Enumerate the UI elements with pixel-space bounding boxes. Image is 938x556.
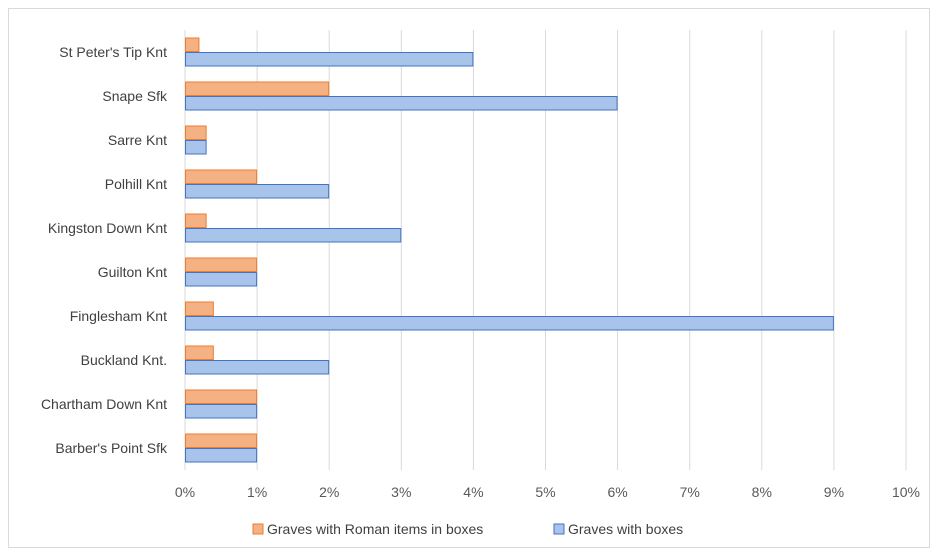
bar-boxes <box>185 52 474 67</box>
value-axis: 0% 1% 2% 3% 4% 5% 6% 7% 8% 9% 10% <box>175 484 920 500</box>
bar-boxes <box>185 228 402 243</box>
bar-roman-items <box>185 125 207 140</box>
x-tick-label: 0% <box>175 484 195 500</box>
bar-boxes <box>185 404 258 419</box>
bar-roman-items <box>185 169 258 184</box>
bar-boxes <box>185 96 618 111</box>
bar-boxes <box>185 272 258 287</box>
category-axis: St Peter's Tip Knt Snape Sfk Sarre Knt Polh… <box>41 44 168 456</box>
legend-label: Graves with Roman items in boxes <box>267 521 483 537</box>
category-label: Chartham Down Knt <box>41 396 167 412</box>
bar-boxes <box>185 140 207 155</box>
bar-boxes <box>185 184 330 199</box>
bar-roman-items <box>185 81 330 96</box>
bar-roman-items <box>185 389 258 404</box>
category-label: Finglesham Knt <box>70 308 167 324</box>
category-label: Barber's Point Sfk <box>55 440 168 456</box>
x-tick-label: 1% <box>247 484 267 500</box>
bar-roman-items <box>185 37 200 52</box>
bars <box>185 37 834 463</box>
x-tick-label: 5% <box>535 484 555 500</box>
category-label: Guilton Knt <box>98 264 167 280</box>
category-label: Kingston Down Knt <box>48 220 167 236</box>
bar-roman-items <box>185 257 258 272</box>
x-tick-label: 6% <box>607 484 627 500</box>
legend-swatch <box>553 523 565 535</box>
x-tick-label: 7% <box>680 484 700 500</box>
x-tick-label: 2% <box>319 484 339 500</box>
x-tick-label: 10% <box>892 484 920 500</box>
x-tick-label: 3% <box>391 484 411 500</box>
category-label: Sarre Knt <box>108 132 167 148</box>
category-label: Polhill Knt <box>105 176 167 192</box>
bar-boxes <box>185 316 834 331</box>
bar-roman-items <box>185 213 207 228</box>
bar-boxes <box>185 448 258 463</box>
category-label: St Peter's Tip Knt <box>59 44 167 60</box>
x-tick-label: 9% <box>824 484 844 500</box>
bar-roman-items <box>185 301 214 316</box>
legend: Graves with Roman items in boxes Graves w… <box>252 521 683 537</box>
bar-roman-items <box>185 433 258 448</box>
legend-swatch <box>252 523 264 535</box>
category-label: Buckland Knt. <box>81 352 167 368</box>
bar-roman-items <box>185 345 214 360</box>
category-label: Snape Sfk <box>102 88 168 104</box>
x-tick-label: 8% <box>752 484 772 500</box>
legend-label: Graves with boxes <box>568 521 683 537</box>
bar-boxes <box>185 360 330 375</box>
x-tick-label: 4% <box>463 484 483 500</box>
